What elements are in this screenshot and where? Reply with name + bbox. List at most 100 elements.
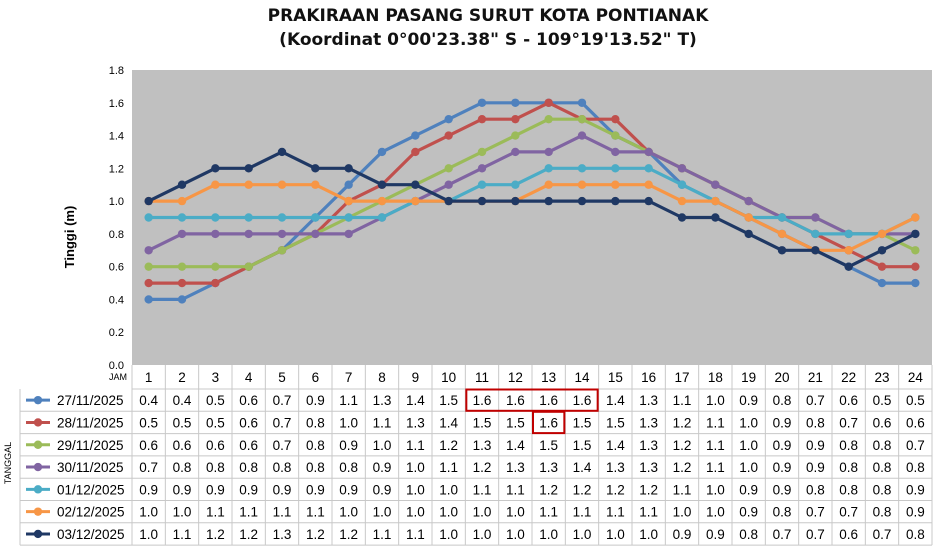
table-cell-value: 0.6 bbox=[839, 527, 858, 542]
table-cell-value: 1.1 bbox=[206, 505, 225, 520]
table-cell-value: 1.1 bbox=[706, 415, 725, 430]
data-point bbox=[777, 246, 787, 255]
table-cell-value: 1.0 bbox=[506, 527, 525, 542]
y-tick-label: 1.2 bbox=[109, 163, 124, 175]
table-cell-value: 1.1 bbox=[573, 505, 592, 520]
table-cell-value: 0.7 bbox=[273, 393, 292, 408]
table-cell-value: 0.7 bbox=[873, 527, 892, 542]
series-line bbox=[147, 134, 916, 252]
table-cell-value: 0.7 bbox=[773, 527, 792, 542]
table-cell-value: 1.1 bbox=[339, 393, 358, 408]
data-point bbox=[377, 147, 387, 157]
table-cell-value: 1.1 bbox=[706, 460, 725, 475]
data-point bbox=[511, 131, 520, 140]
table-cell-value: 0.9 bbox=[773, 438, 792, 453]
data-point bbox=[177, 262, 187, 271]
table-cell-value: 1.5 bbox=[573, 438, 592, 453]
axis-layer: 0.0 0.2 0.4 0.6 0.8 1.0 1.2 1.4 1.6 1.8 bbox=[109, 65, 124, 372]
table-cell-value: 1.0 bbox=[673, 505, 692, 520]
table-cell-value: 0.9 bbox=[373, 460, 392, 475]
table-cell-value: 0.6 bbox=[239, 438, 258, 453]
data-point bbox=[277, 213, 287, 222]
series-layer bbox=[144, 98, 920, 304]
data-point bbox=[611, 147, 620, 157]
table-cell-value: 1.3 bbox=[639, 438, 658, 453]
table-cell-value: 0.8 bbox=[206, 460, 225, 475]
table-cell-value: 0.9 bbox=[139, 482, 158, 497]
table-cell-value: 1.1 bbox=[673, 482, 692, 497]
data-point bbox=[577, 98, 587, 107]
data-point bbox=[411, 131, 420, 140]
data-point bbox=[277, 147, 287, 157]
data-point bbox=[244, 164, 253, 173]
table-cell-value: 1.3 bbox=[473, 438, 492, 453]
chart-subtitle: (Koordinat 0°00'23.38" S - 109°19'13.52"… bbox=[279, 30, 697, 50]
table-cell-value: 0.9 bbox=[173, 482, 192, 497]
hour-label: 11 bbox=[475, 370, 489, 385]
data-point bbox=[544, 164, 553, 173]
table-cell-value: 0.5 bbox=[173, 415, 192, 430]
data-point bbox=[677, 164, 687, 173]
data-point bbox=[277, 246, 287, 255]
hour-label: 16 bbox=[641, 370, 656, 385]
data-point bbox=[244, 229, 253, 239]
table-cell-value: 1.1 bbox=[273, 505, 292, 520]
table-cell-value: 0.8 bbox=[306, 438, 325, 453]
table-cell-value: 1.0 bbox=[539, 527, 558, 542]
data-point bbox=[744, 213, 753, 222]
data-point bbox=[211, 262, 220, 271]
data-point bbox=[844, 262, 853, 271]
hour-label: 21 bbox=[808, 370, 823, 385]
data-point bbox=[311, 229, 320, 239]
hour-label: 24 bbox=[908, 370, 924, 385]
legend-marker bbox=[33, 485, 43, 494]
table-cell-value: 1.1 bbox=[239, 505, 258, 520]
data-point bbox=[177, 213, 187, 222]
table-cell-value: 0.9 bbox=[373, 482, 392, 497]
legend-marker bbox=[33, 529, 43, 539]
highlight-box bbox=[465, 388, 599, 412]
table-cell-value: 1.4 bbox=[406, 393, 425, 408]
table-cell-value: 0.5 bbox=[139, 415, 158, 430]
table-cell-value: 0.6 bbox=[173, 438, 192, 453]
legend-marker bbox=[33, 507, 43, 516]
table-cell-value: 0.7 bbox=[839, 415, 858, 430]
table-cell-value: 1.5 bbox=[539, 438, 558, 453]
hour-label: 18 bbox=[708, 370, 723, 385]
table-cell-value: 1.6 bbox=[473, 393, 492, 408]
table-cell-value: 0.8 bbox=[873, 505, 892, 520]
chart-title: PRAKIRAAN PASANG SURUT KOTA PONTIANAK bbox=[268, 6, 710, 26]
table-cell-value: 1.5 bbox=[506, 415, 525, 430]
table-cell-value: 1.0 bbox=[139, 527, 158, 542]
table-cell-value: 0.8 bbox=[773, 505, 792, 520]
legend-entry: 02/12/2025 bbox=[57, 505, 125, 520]
table-cell-value: 1.6 bbox=[573, 393, 592, 408]
table-cell-value: 1.2 bbox=[606, 482, 625, 497]
table-cell-value: 0.8 bbox=[906, 460, 925, 475]
data-point bbox=[144, 213, 153, 222]
table-cell-value: 1.0 bbox=[339, 505, 358, 520]
table-cell-value: 1.3 bbox=[506, 460, 525, 475]
hour-label: 9 bbox=[412, 370, 420, 385]
data-point bbox=[377, 196, 387, 206]
data-point bbox=[177, 180, 187, 189]
table-cell-value: 0.8 bbox=[873, 438, 892, 453]
row-axis-label: TANGGAL bbox=[3, 442, 13, 484]
table-cell-value: 1.3 bbox=[639, 460, 658, 475]
table-cell-value: 1.2 bbox=[439, 438, 458, 453]
table-cell-value: 0.7 bbox=[806, 527, 825, 542]
table-cell-value: 0.8 bbox=[173, 460, 192, 475]
table-cell-value: 1.4 bbox=[606, 393, 625, 408]
data-point bbox=[911, 213, 920, 222]
data-point bbox=[244, 213, 253, 222]
legend-marker bbox=[33, 395, 43, 405]
highlight-box bbox=[532, 410, 566, 435]
data-point bbox=[211, 229, 220, 239]
hour-label: 22 bbox=[841, 370, 856, 385]
table-cell-value: 0.9 bbox=[906, 482, 925, 497]
table-cell-value: 0.8 bbox=[806, 415, 825, 430]
table-cell-value: 1.6 bbox=[506, 393, 525, 408]
table-cell-value: 1.5 bbox=[439, 393, 458, 408]
table-cell-value: 0.9 bbox=[706, 527, 725, 542]
table-cell-value: 1.0 bbox=[373, 505, 392, 520]
